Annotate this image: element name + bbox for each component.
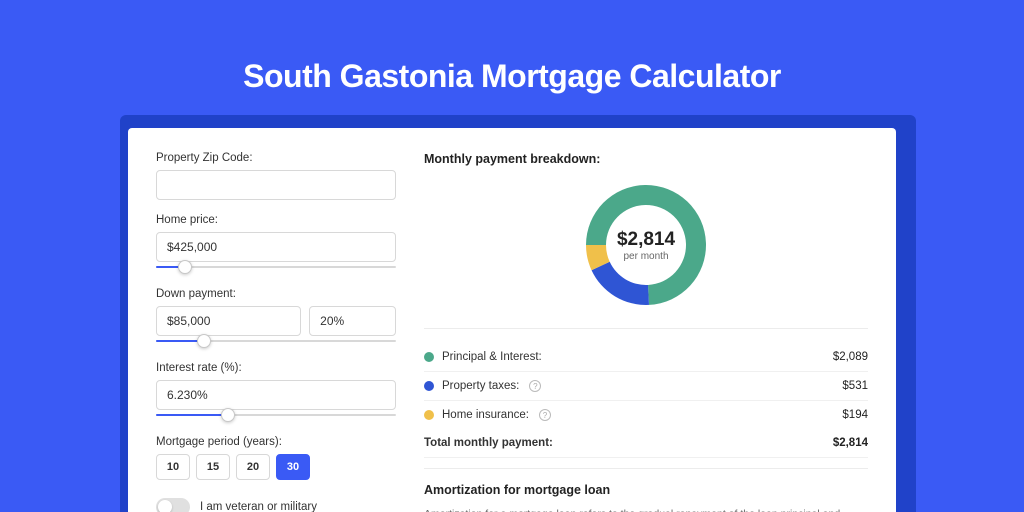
slider-line: [156, 266, 396, 268]
legend-dot: [424, 410, 434, 420]
down-payment-input[interactable]: [156, 306, 301, 336]
donut-wrap: $2,814 per month: [424, 180, 868, 310]
field-interest-rate: Interest rate (%):: [156, 362, 396, 422]
donut-center: $2,814 per month: [581, 180, 711, 310]
legend-label: Property taxes:: [442, 380, 519, 392]
toggle-knob: [158, 500, 172, 512]
donut-sub: per month: [623, 251, 668, 262]
down-payment-pct-input[interactable]: [309, 306, 396, 336]
zip-label: Property Zip Code:: [156, 152, 396, 164]
down-payment-label: Down payment:: [156, 288, 396, 300]
field-mortgage-period: Mortgage period (years): 10152030: [156, 436, 396, 480]
veteran-toggle[interactable]: [156, 498, 190, 512]
legend-label: Home insurance:: [442, 409, 529, 421]
calculator-card: Property Zip Code: Home price: Down paym…: [128, 128, 896, 512]
legend-row: Principal & Interest: $2,089: [424, 343, 868, 372]
legend-row: Home insurance:? $194: [424, 401, 868, 429]
donut-amount: $2,814: [617, 229, 675, 251]
total-row: Total monthly payment: $2,814: [424, 429, 868, 458]
form-column: Property Zip Code: Home price: Down paym…: [156, 152, 396, 488]
zip-input[interactable]: [156, 170, 396, 200]
donut-chart: $2,814 per month: [581, 180, 711, 310]
period-button-15[interactable]: 15: [196, 454, 230, 480]
legend-label: Principal & Interest:: [442, 351, 542, 363]
amortization-text: Amortization for a mortgage loan refers …: [424, 507, 868, 512]
legend: Principal & Interest: $2,089 Property taxe…: [424, 343, 868, 429]
legend-value: $194: [842, 409, 868, 421]
field-zip: Property Zip Code:: [156, 152, 396, 200]
info-icon[interactable]: ?: [529, 380, 541, 392]
period-button-group: 10152030: [156, 454, 396, 480]
legend-value: $2,089: [833, 351, 868, 363]
home-price-label: Home price:: [156, 214, 396, 226]
legend-dot: [424, 352, 434, 362]
veteran-label: I am veteran or military: [200, 501, 317, 512]
legend-value: $531: [842, 380, 868, 392]
total-value: $2,814: [833, 437, 868, 449]
period-button-20[interactable]: 20: [236, 454, 270, 480]
home-price-input[interactable]: [156, 232, 396, 262]
field-home-price: Home price:: [156, 214, 396, 274]
home-price-slider[interactable]: [156, 260, 396, 274]
legend-row: Property taxes:? $531: [424, 372, 868, 401]
period-button-30[interactable]: 30: [276, 454, 310, 480]
divider: [424, 328, 868, 329]
slider-thumb[interactable]: [178, 260, 192, 274]
page-title: South Gastonia Mortgage Calculator: [0, 0, 1024, 95]
slider-fill: [156, 414, 228, 416]
divider: [424, 468, 868, 469]
total-label: Total monthly payment:: [424, 437, 553, 449]
period-label: Mortgage period (years):: [156, 436, 396, 448]
breakdown-column: Monthly payment breakdown: $2,814 per mo…: [424, 152, 868, 488]
interest-rate-label: Interest rate (%):: [156, 362, 396, 374]
interest-rate-input[interactable]: [156, 380, 396, 410]
slider-thumb[interactable]: [197, 334, 211, 348]
slider-thumb[interactable]: [221, 408, 235, 422]
breakdown-title: Monthly payment breakdown:: [424, 152, 868, 166]
page-background: South Gastonia Mortgage Calculator Prope…: [0, 0, 1024, 512]
legend-dot: [424, 381, 434, 391]
veteran-toggle-row: I am veteran or military: [156, 498, 396, 512]
field-down-payment: Down payment:: [156, 288, 396, 348]
amortization-title: Amortization for mortgage loan: [424, 483, 868, 497]
info-icon[interactable]: ?: [539, 409, 551, 421]
down-payment-slider[interactable]: [156, 334, 396, 348]
period-button-10[interactable]: 10: [156, 454, 190, 480]
interest-rate-slider[interactable]: [156, 408, 396, 422]
